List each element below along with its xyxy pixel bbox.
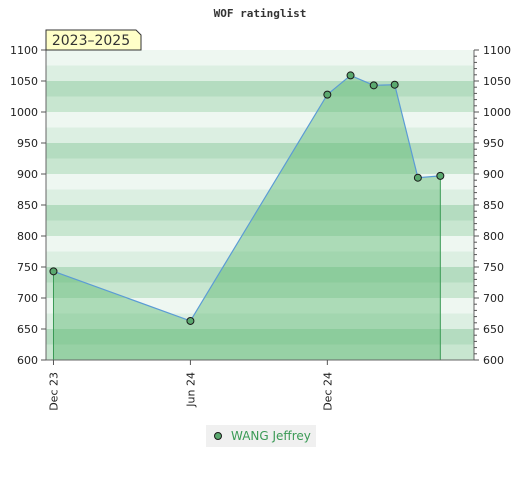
x-tick-label: Dec 23 — [47, 372, 60, 411]
data-point — [369, 81, 378, 90]
tick-labels: 600 600 650 650 700 700 750 750 800 800 850 850 900 9… — [10, 44, 511, 411]
y-tick-label-right: 850 — [483, 199, 504, 212]
series-line — [53, 74, 441, 322]
background-band — [46, 189, 474, 205]
y-tick-label-left: 1100 — [10, 44, 38, 57]
data-point — [186, 316, 195, 325]
background-band — [46, 143, 474, 159]
background-band — [46, 282, 474, 298]
legend-box — [206, 425, 316, 447]
x-tick-label: Dec 24 — [321, 372, 334, 411]
y-tick-label-right: 1000 — [483, 106, 511, 119]
y-tick-label-right: 1100 — [483, 44, 511, 57]
background-band — [46, 81, 474, 97]
y-tick-label-left: 1000 — [10, 106, 38, 119]
series-points — [49, 71, 445, 325]
background-band — [46, 344, 474, 360]
y-tick-label-right: 800 — [483, 230, 504, 243]
period-badge-label: 2023–2025 — [52, 33, 130, 49]
background-band — [46, 174, 474, 190]
chart-title: WOF ratinglist — [214, 7, 307, 20]
background-band — [46, 96, 474, 112]
background-band — [46, 112, 474, 128]
background-band — [46, 50, 474, 66]
period-badge: 2023–2025 — [45, 29, 142, 51]
y-tick-label-left: 950 — [17, 137, 38, 150]
axes — [41, 49, 479, 365]
y-tick-label-left: 700 — [17, 292, 38, 305]
background-band — [46, 313, 474, 329]
series-area-fill — [53, 75, 441, 361]
y-tick-label-left: 1050 — [10, 75, 38, 88]
background-band — [46, 158, 474, 174]
background-band — [46, 220, 474, 236]
y-tick-label-right: 950 — [483, 137, 504, 150]
background-band — [46, 251, 474, 267]
background-band — [46, 298, 474, 314]
y-tick-label-right: 750 — [483, 261, 504, 274]
data-point — [413, 173, 422, 182]
y-tick-label-right: 1050 — [483, 75, 511, 88]
y-tick-label-right: 600 — [483, 354, 504, 367]
legend-label: WANG Jeffrey — [231, 429, 311, 443]
data-point — [323, 90, 332, 99]
data-point — [49, 267, 58, 276]
background-band — [46, 127, 474, 143]
y-tick-label-left: 800 — [17, 230, 38, 243]
data-point — [436, 171, 445, 180]
y-tick-label-right: 700 — [483, 292, 504, 305]
background-band — [46, 65, 474, 81]
background-band — [46, 205, 474, 221]
y-tick-label-right: 900 — [483, 168, 504, 181]
background-band — [46, 236, 474, 252]
data-point — [390, 80, 399, 89]
series-area — [52, 74, 441, 361]
y-tick-label-left: 650 — [17, 323, 38, 336]
data-point — [346, 71, 355, 80]
y-tick-label-left: 750 — [17, 261, 38, 274]
legend-marker — [214, 432, 222, 440]
y-tick-label-left: 900 — [17, 168, 38, 181]
y-tick-label-right: 650 — [483, 323, 504, 336]
y-tick-label-left: 600 — [17, 354, 38, 367]
background-band — [46, 267, 474, 283]
x-tick-label: Jun 24 — [184, 372, 197, 408]
legend: WANG Jeffrey — [206, 425, 316, 447]
background-band — [46, 329, 474, 345]
y-tick-label-left: 850 — [17, 199, 38, 212]
plot-background-bands — [46, 50, 474, 360]
